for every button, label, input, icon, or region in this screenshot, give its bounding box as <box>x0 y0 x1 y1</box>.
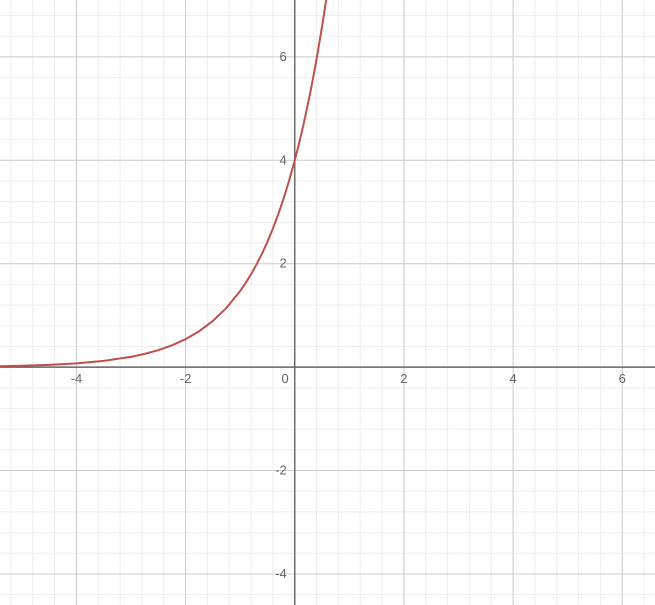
x-tick-label: 0 <box>282 371 289 386</box>
x-tick-label: 2 <box>400 371 407 386</box>
exponential-chart: -4 -2 0 2 4 6 -4 -2 2 4 6 <box>0 0 655 605</box>
x-tick-label: -2 <box>180 371 192 386</box>
y-tick-label: 4 <box>280 152 287 167</box>
y-tick-label: 6 <box>280 49 287 64</box>
y-tick-label: -2 <box>275 463 287 478</box>
y-tick-label: 2 <box>280 256 287 271</box>
x-tick-label: -4 <box>71 371 83 386</box>
chart-canvas: -4 -2 0 2 4 6 -4 -2 2 4 6 <box>0 0 655 605</box>
x-tick-label: 6 <box>619 371 626 386</box>
y-tick-label: -4 <box>275 566 287 581</box>
x-tick-label: 4 <box>509 371 516 386</box>
